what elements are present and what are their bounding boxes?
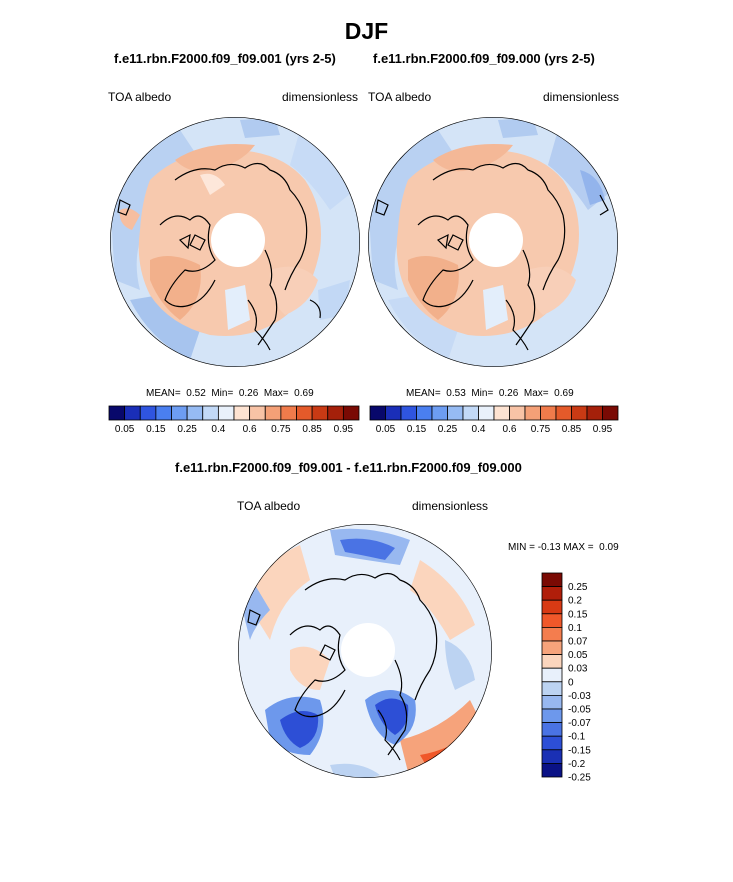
diff-colorbar-swatch xyxy=(541,708,563,724)
panel-1-colorbar-tick-label: 0.4 xyxy=(211,424,225,435)
panel-2-colorbar-tick-label: 0.15 xyxy=(407,424,427,435)
panel-1-colorbar: 0.05 0.15 0.25 0.4 0.6 0.75 0.85 0.95 xyxy=(108,405,360,435)
diff-colorbar-tick-label: -0.07 xyxy=(568,718,591,729)
diff-colorbar-tick-label: -0.1 xyxy=(568,732,586,743)
diff-colorbar-tick-label: 0.2 xyxy=(568,596,582,607)
panel-2-run-label: f.e11.rbn.F2000.f09_f09.000 (yrs 2-5) xyxy=(373,51,595,66)
panel-1-colorbar-tick-label: 0.85 xyxy=(302,424,322,435)
diff-variable-label: TOA albedo xyxy=(237,499,301,513)
panel-2-colorbar-swatch xyxy=(509,405,526,421)
panel-2-colorbar-swatch xyxy=(524,405,541,421)
panel-1-colorbar-swatch xyxy=(108,405,126,421)
diff-colorbar-tick-label: 0.07 xyxy=(568,637,588,648)
diff-colorbar-tick-label: -0.03 xyxy=(568,691,591,702)
panel-2-colorbar-swatch xyxy=(369,405,386,421)
panel-1-colorbar-swatch xyxy=(327,405,344,421)
diff-colorbar-swatch xyxy=(541,763,563,778)
diff-colorbar-tick-label: 0.05 xyxy=(568,650,588,661)
panel-2-colorbar-tick-label: 0.4 xyxy=(472,424,486,435)
panel-2-colorbar-tick-label: 0.75 xyxy=(531,424,551,435)
diff-stats: MIN = -0.13 MAX = 0.09 xyxy=(508,542,619,553)
panel-2-stats: MEAN= 0.53 Min= 0.26 Max= 0.69 xyxy=(406,388,574,399)
diff-map xyxy=(238,524,492,778)
diff-colorbar-swatch xyxy=(541,735,563,751)
panel-1-colorbar-swatch xyxy=(296,405,313,421)
panel-2-colorbar-swatch xyxy=(586,405,603,421)
panel-1-units-label: dimensionless xyxy=(282,90,359,104)
panel-2-map xyxy=(368,117,618,367)
diff-units-label: dimensionless xyxy=(412,499,489,513)
diff-colorbar-swatch xyxy=(541,613,563,628)
diff-colorbar-swatch xyxy=(541,667,563,683)
panel-1-colorbar-tick-label: 0.25 xyxy=(177,424,197,435)
panel-2-colorbar-swatch xyxy=(462,405,479,421)
diff-colorbar-swatch xyxy=(541,572,563,588)
panel-1-colorbar-tick-label: 0.05 xyxy=(115,424,135,435)
diff-colorbar-tick-label: 0 xyxy=(568,677,574,688)
diff-colorbar-tick-label: 0.15 xyxy=(568,609,588,620)
panel-1-colorbar-swatch xyxy=(217,405,235,421)
diff-colorbar-swatch xyxy=(541,654,563,669)
diff-colorbar-tick-label: -0.2 xyxy=(568,759,586,770)
panel-2-colorbar-swatch xyxy=(478,405,495,421)
panel-2-variable-label: TOA albedo xyxy=(368,90,432,104)
panel-1-colorbar-swatch xyxy=(202,405,219,421)
panel-2-colorbar-tick-label: 0.25 xyxy=(438,424,458,435)
diff-colorbar-tick-label: 0.25 xyxy=(568,582,588,593)
diff-colorbar-swatch xyxy=(541,627,563,642)
diff-colorbar-tick-label: -0.25 xyxy=(568,773,591,784)
diff-title: f.e11.rbn.F2000.f09_f09.001 - f.e11.rbn.… xyxy=(175,460,522,475)
panel-1-colorbar-swatch xyxy=(264,405,282,421)
diff-colorbar-tick-label: 0.1 xyxy=(568,623,582,634)
diff-colorbar-tick-label: -0.05 xyxy=(568,705,591,716)
panel-1-colorbar-swatch xyxy=(311,405,329,421)
panel-2-colorbar-swatch xyxy=(540,405,557,421)
panel-2-colorbar-tick-label: 0.6 xyxy=(503,424,517,435)
panel-1-colorbar-swatch xyxy=(139,405,157,421)
panel-1-colorbar-tick-label: 0.6 xyxy=(243,424,257,435)
panel-1-colorbar-swatch xyxy=(124,405,141,421)
panel-2-colorbar-swatch xyxy=(400,405,417,421)
panel-1-colorbar-swatch xyxy=(342,405,360,421)
panel-2-colorbar: 0.05 0.15 0.25 0.4 0.6 0.75 0.85 0.95 xyxy=(369,405,619,435)
diff-colorbar-swatch xyxy=(541,681,563,696)
panel-1-colorbar-swatch xyxy=(186,405,204,421)
diff-colorbar: 0.25 0.2 0.15 0.1 0.07 0.05 0.03 0 -0.03 -0.05 -0.… xyxy=(541,572,591,784)
panel-1-map xyxy=(110,117,360,367)
panel-2-colorbar-swatch xyxy=(431,405,448,421)
diff-colorbar-swatch xyxy=(541,722,563,737)
panel-2-colorbar-swatch xyxy=(385,405,402,421)
panel-1-colorbar-swatch xyxy=(249,405,266,421)
diff-colorbar-tick-label: -0.15 xyxy=(568,745,591,756)
panel-2-colorbar-swatch xyxy=(416,405,433,421)
panel-1-colorbar-tick-label: 0.95 xyxy=(334,424,354,435)
panel-1-colorbar-swatch xyxy=(171,405,188,421)
panel-1-colorbar-swatch xyxy=(155,405,172,421)
diff-colorbar-swatch xyxy=(541,586,563,601)
panel-2-colorbar-swatch xyxy=(571,405,588,421)
diff-colorbar-swatch xyxy=(541,599,563,615)
panel-2-colorbar-tick-label: 0.95 xyxy=(593,424,613,435)
panel-1-variable-label: TOA albedo xyxy=(108,90,172,104)
diff-colorbar-swatch xyxy=(541,749,563,764)
panel-1-colorbar-swatch xyxy=(280,405,297,421)
panel-2-units-label: dimensionless xyxy=(543,90,620,104)
diff-colorbar-tick-label: 0.03 xyxy=(568,664,588,675)
panel-1-colorbar-swatch xyxy=(233,405,251,421)
panel-2-colorbar-swatch xyxy=(555,405,572,421)
panel-2-colorbar-swatch xyxy=(493,405,510,421)
panel-2-colorbar-tick-label: 0.05 xyxy=(376,424,396,435)
panel-1-colorbar-tick-label: 0.75 xyxy=(271,424,291,435)
page-title: DJF xyxy=(344,18,389,44)
panel-2-colorbar-swatch xyxy=(447,405,464,421)
panel-1-run-label: f.e11.rbn.F2000.f09_f09.001 (yrs 2-5) xyxy=(114,51,336,66)
panel-2-colorbar-swatch xyxy=(602,405,619,421)
panel-2-colorbar-tick-label: 0.85 xyxy=(562,424,582,435)
panel-1-colorbar-tick-label: 0.15 xyxy=(146,424,166,435)
diff-colorbar-swatch xyxy=(541,640,563,656)
panel-1-stats: MEAN= 0.52 Min= 0.26 Max= 0.69 xyxy=(146,388,314,399)
diff-colorbar-swatch xyxy=(541,695,563,710)
